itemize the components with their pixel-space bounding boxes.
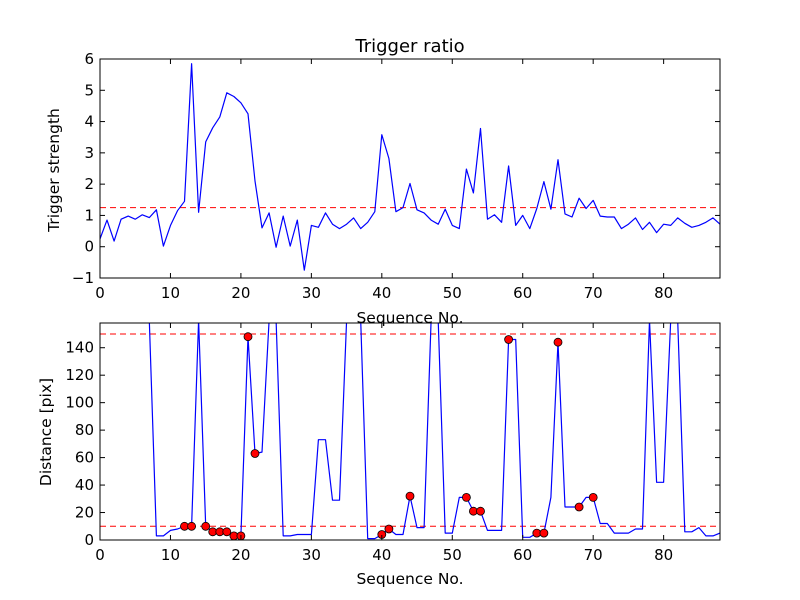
data-point-marker [553,337,563,347]
trigger-strength-series [100,63,720,271]
x-ticks: 0 10 20 30 40 50 60 70 80 [95,59,673,302]
y-tick-label: 2 [84,175,94,193]
data-point-marker [504,335,514,344]
x-tick-label: 60 [513,284,532,302]
x-axis-label: Sequence No. [356,570,463,588]
data-point-marker [588,492,598,502]
x-tick-label: 20 [231,284,250,302]
y-axis-label: Distance [pix] [37,378,55,486]
y-tick-label: 3 [84,144,94,162]
x-tick-label: 60 [513,546,532,564]
data-point-marker [250,449,260,458]
x-tick-label: 10 [161,284,180,302]
x-ticks: 0 10 20 30 40 50 60 70 80 [95,323,673,564]
data-point-marker [243,332,253,342]
data-point-marker [201,521,211,531]
y-tick-label: 5 [84,81,94,99]
y-ticks: 0 20 40 60 80 100 120 140 [65,339,720,549]
x-tick-label: 70 [584,284,603,302]
y-tick-label: 120 [65,366,94,384]
plot-frame [99,322,721,541]
x-tick-label: 0 [95,284,105,302]
data-point-marker [187,521,197,531]
x-axis-label: Sequence No. [356,309,463,327]
y-tick-label: 1 [84,206,94,224]
x-tick-label: 80 [654,546,673,564]
series-line [100,63,720,271]
x-tick-label: 50 [443,284,462,302]
y-tick-label: 80 [75,421,94,439]
data-point-marker [222,527,232,537]
y-tick-label: 100 [65,394,94,412]
y-tick-label: 20 [75,504,94,522]
data-point-marker [539,528,549,538]
series-line [148,323,720,540]
y-tick-label: 140 [65,339,94,357]
x-tick-label: 40 [372,546,391,564]
plot-frame [99,58,721,279]
y-axis-label: Trigger strength [45,108,63,233]
data-point-marker [574,502,584,512]
data-point-marker [461,492,471,502]
trigger-ratio-chart: Trigger ratio 0 10 20 30 40 50 60 70 80 −1012345… [45,36,721,327]
x-tick-label: 30 [302,284,321,302]
y-ticks: −1 0 1 2 3 4 5 6 [72,50,720,287]
y-tick-label: −1 [72,269,94,287]
x-tick-label: 70 [584,546,603,564]
x-tick-label: 0 [95,546,105,564]
x-tick-label: 30 [302,546,321,564]
x-tick-label: 80 [654,284,673,302]
distance-series [148,323,720,540]
x-tick-label: 20 [231,546,250,564]
y-tick-label: 6 [84,50,94,68]
x-tick-label: 10 [161,546,180,564]
y-tick-label: 0 [84,531,94,549]
x-tick-label: 50 [443,546,462,564]
distance-chart: 0 10 20 30 40 50 60 70 80 0 20 40 60 80 100 120 140 Seq… [37,322,721,588]
x-tick-label: 40 [372,284,391,302]
distance-markers [180,332,598,540]
y-tick-label: 0 [84,238,94,256]
y-tick-label: 60 [75,449,94,467]
y-tick-label: 40 [75,476,94,494]
chart-title: Trigger ratio [354,36,464,57]
data-point-marker [476,506,485,516]
data-point-marker [405,491,415,501]
data-point-marker [384,524,394,534]
y-tick-label: 4 [84,113,94,131]
